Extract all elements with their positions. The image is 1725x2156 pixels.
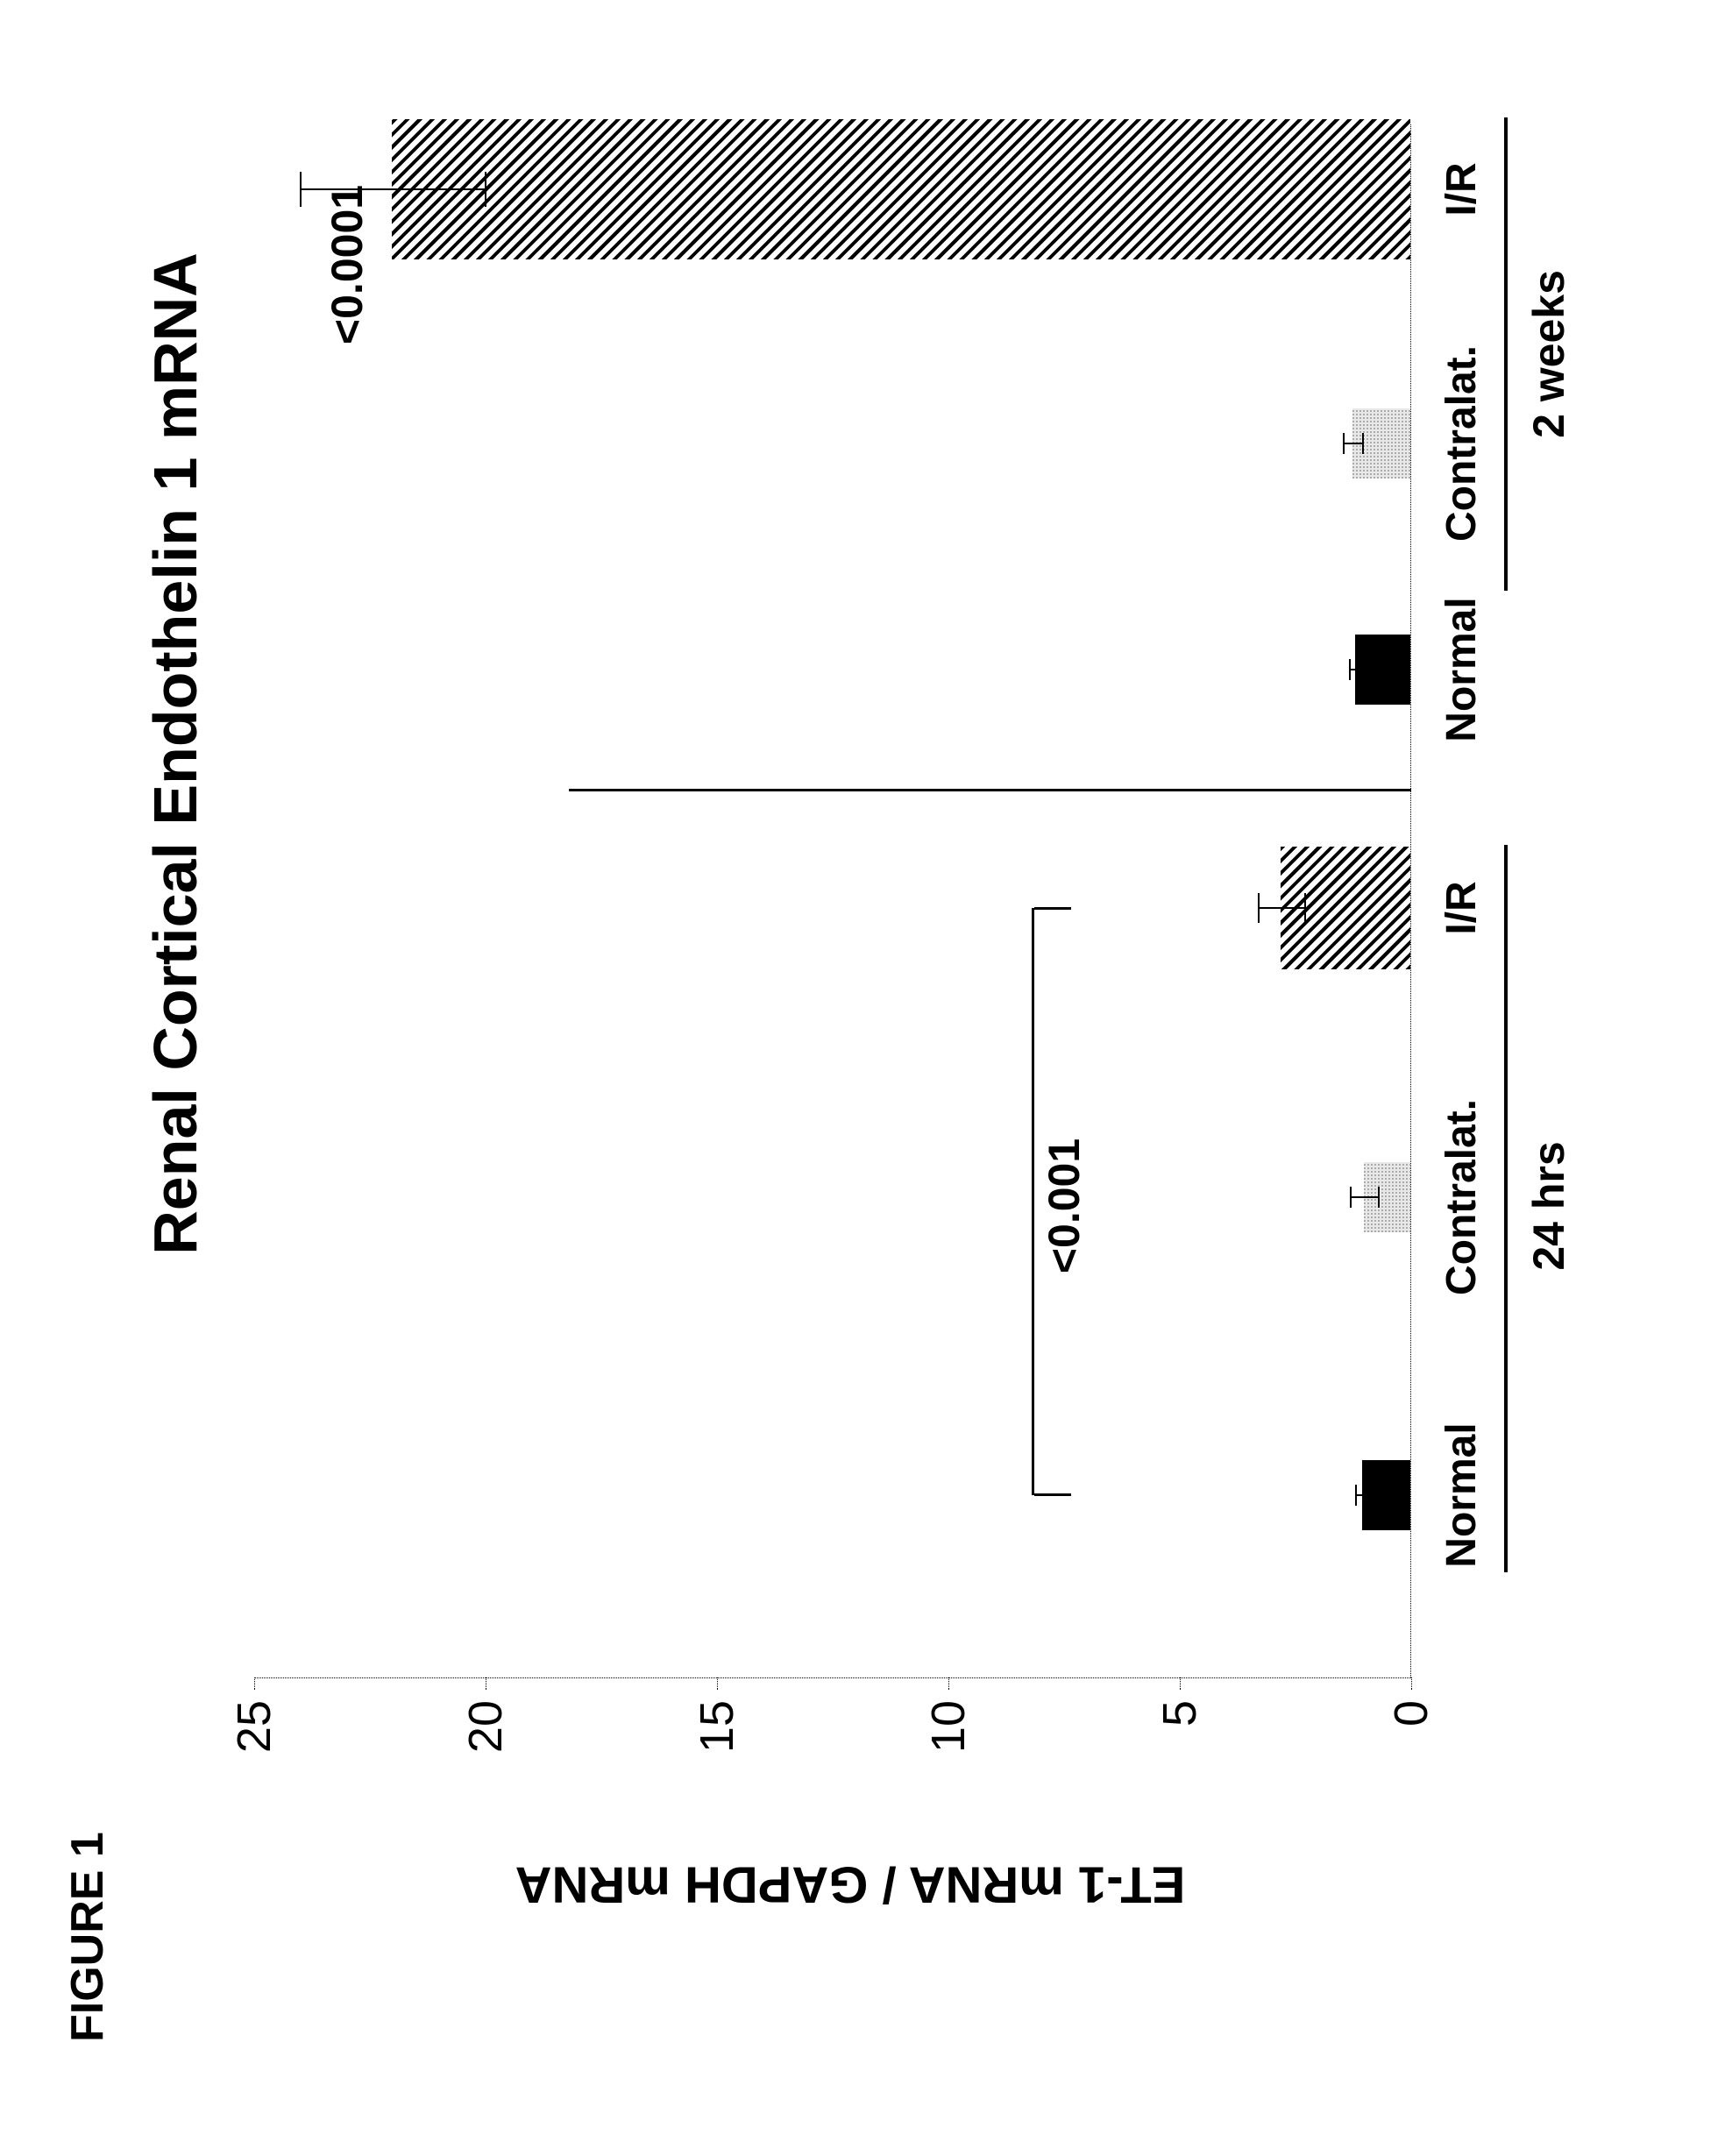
x-label-2w_contralat: Contralat. [1438, 345, 1486, 542]
y-tick-label: 5 [1153, 1700, 1207, 1727]
y-tick-label: 20 [458, 1700, 513, 1753]
sig-bracket-0 [1032, 908, 1034, 1495]
y-tick-label: 10 [921, 1700, 976, 1753]
errorbar-24_contralat [1351, 1196, 1379, 1198]
errorbar-2w_normal [1350, 669, 1361, 670]
y-tick [1411, 1677, 1412, 1690]
y-tick [948, 1677, 949, 1690]
plot-area: 0510152025NormalContralat.I/RNormalContr… [254, 136, 1411, 1678]
sig-label-free-0: <0.0001 [322, 185, 373, 344]
y-tick [717, 1677, 718, 1690]
group-underline-0 [1504, 845, 1508, 1572]
y-tick-label: 0 [1384, 1700, 1438, 1727]
group-label-0: 24 hrs [1523, 1141, 1574, 1270]
y-tick-label: 15 [690, 1700, 744, 1753]
y-tick [254, 1677, 255, 1690]
errorbar-24_normal [1356, 1494, 1370, 1496]
y-axis-label: ET-1 mRNA / GAPDH mRNA [515, 1855, 1186, 1914]
group-underline-1 [1504, 117, 1508, 591]
x-label-2w_ir: I/R [1438, 162, 1486, 216]
figure-canvas: FIGURE 1 Renal Cortical Endothelin 1 mRN… [0, 0, 1725, 2156]
x-label-2w_normal: Normal [1438, 597, 1486, 741]
x-label-24_normal: Normal [1438, 1422, 1486, 1567]
bar-2w_normal [1355, 635, 1410, 705]
errorbar-24_ir [1259, 907, 1305, 909]
bar-2w_ir [392, 119, 1410, 259]
y-tick [1180, 1677, 1181, 1690]
figure-label: FIGURE 1 [61, 1832, 114, 2042]
group-divider [569, 790, 1411, 792]
sig-label-0: <0.001 [1039, 1138, 1090, 1273]
x-axis-end-tick [1410, 124, 1411, 135]
x-label-24_ir: I/R [1438, 881, 1486, 934]
chart-title: Renal Cortical Endothelin 1 mRNA [140, 140, 210, 1367]
y-tick-label: 25 [227, 1700, 281, 1753]
x-label-24_contralat: Contralat. [1438, 1099, 1486, 1295]
group-label-1: 2 weeks [1523, 270, 1574, 438]
errorbar-2w_contralat [1344, 443, 1362, 444]
